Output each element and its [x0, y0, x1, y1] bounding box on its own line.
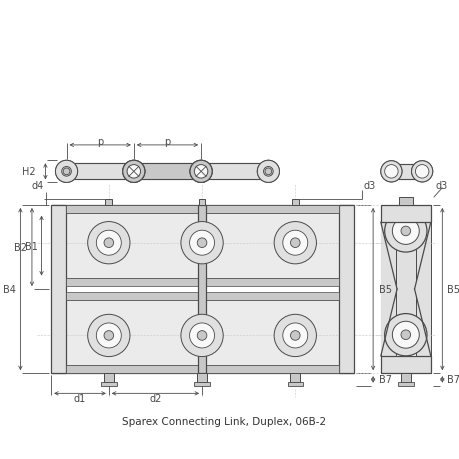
- Circle shape: [88, 314, 130, 357]
- Text: B2: B2: [14, 242, 27, 252]
- Bar: [104, 373, 113, 382]
- Bar: [66, 213, 198, 279]
- Circle shape: [194, 165, 207, 179]
- Bar: [391, 164, 421, 179]
- Circle shape: [56, 161, 78, 183]
- Polygon shape: [380, 223, 430, 356]
- Circle shape: [63, 168, 70, 175]
- Text: B7: B7: [446, 375, 459, 385]
- Circle shape: [392, 322, 418, 348]
- Circle shape: [96, 231, 121, 256]
- Bar: [66, 292, 339, 300]
- Bar: [66, 206, 339, 213]
- Circle shape: [189, 323, 214, 348]
- Bar: [134, 164, 201, 180]
- Bar: [66, 366, 339, 373]
- Ellipse shape: [411, 162, 432, 183]
- Ellipse shape: [380, 162, 401, 183]
- Text: B5: B5: [378, 285, 391, 294]
- Bar: [198, 206, 206, 373]
- Circle shape: [414, 165, 428, 179]
- Bar: [51, 206, 66, 373]
- Circle shape: [282, 231, 307, 256]
- Bar: [101, 382, 116, 386]
- Circle shape: [400, 227, 410, 236]
- Circle shape: [180, 314, 223, 357]
- Text: p: p: [164, 137, 170, 147]
- Circle shape: [411, 162, 432, 183]
- Circle shape: [274, 222, 316, 264]
- Circle shape: [104, 331, 113, 341]
- Text: p: p: [97, 137, 103, 147]
- Circle shape: [400, 330, 410, 340]
- Circle shape: [123, 161, 145, 183]
- Circle shape: [384, 314, 426, 356]
- Circle shape: [127, 165, 140, 179]
- Circle shape: [263, 167, 273, 177]
- Bar: [380, 356, 430, 373]
- Circle shape: [290, 331, 299, 341]
- Bar: [415, 206, 430, 373]
- Ellipse shape: [56, 161, 78, 183]
- Circle shape: [264, 168, 271, 175]
- Circle shape: [282, 323, 307, 348]
- Bar: [201, 164, 268, 180]
- Circle shape: [392, 218, 418, 245]
- Text: d1: d1: [74, 393, 86, 403]
- Bar: [66, 279, 339, 286]
- Ellipse shape: [123, 161, 145, 183]
- Ellipse shape: [190, 161, 212, 183]
- Text: B7: B7: [378, 375, 391, 385]
- Bar: [339, 206, 353, 373]
- Bar: [398, 198, 412, 206]
- Circle shape: [274, 314, 316, 357]
- Ellipse shape: [190, 161, 212, 183]
- Circle shape: [189, 231, 214, 256]
- Bar: [287, 382, 302, 386]
- Circle shape: [190, 161, 212, 183]
- Circle shape: [96, 323, 121, 348]
- Bar: [291, 200, 298, 206]
- Text: H2: H2: [22, 167, 36, 177]
- Bar: [380, 206, 430, 223]
- Bar: [290, 373, 299, 382]
- Text: B1: B1: [25, 241, 38, 251]
- Text: d4: d4: [31, 180, 44, 190]
- Circle shape: [104, 238, 113, 248]
- Circle shape: [62, 167, 71, 177]
- Ellipse shape: [123, 161, 145, 183]
- Text: d3: d3: [363, 180, 375, 190]
- Circle shape: [197, 331, 207, 341]
- Bar: [206, 213, 339, 279]
- Circle shape: [88, 222, 130, 264]
- Circle shape: [380, 162, 401, 183]
- Ellipse shape: [257, 161, 279, 183]
- Text: d3: d3: [435, 180, 447, 190]
- Circle shape: [384, 210, 426, 252]
- Text: B5: B5: [446, 285, 459, 294]
- Bar: [400, 373, 410, 382]
- Circle shape: [290, 238, 299, 248]
- Circle shape: [257, 161, 279, 183]
- Text: Sparex Connecting Link, Duplex, 06B-2: Sparex Connecting Link, Duplex, 06B-2: [122, 416, 325, 426]
- Text: d2: d2: [149, 393, 161, 403]
- Bar: [197, 373, 207, 382]
- Circle shape: [384, 165, 397, 179]
- Bar: [380, 206, 395, 373]
- Bar: [206, 300, 339, 366]
- Bar: [397, 382, 413, 386]
- Circle shape: [180, 222, 223, 264]
- Bar: [67, 164, 134, 180]
- Bar: [105, 200, 112, 206]
- Bar: [66, 300, 198, 366]
- Bar: [198, 200, 205, 206]
- Text: B4: B4: [3, 285, 16, 294]
- Bar: [194, 382, 209, 386]
- Circle shape: [197, 238, 207, 248]
- Bar: [393, 245, 416, 322]
